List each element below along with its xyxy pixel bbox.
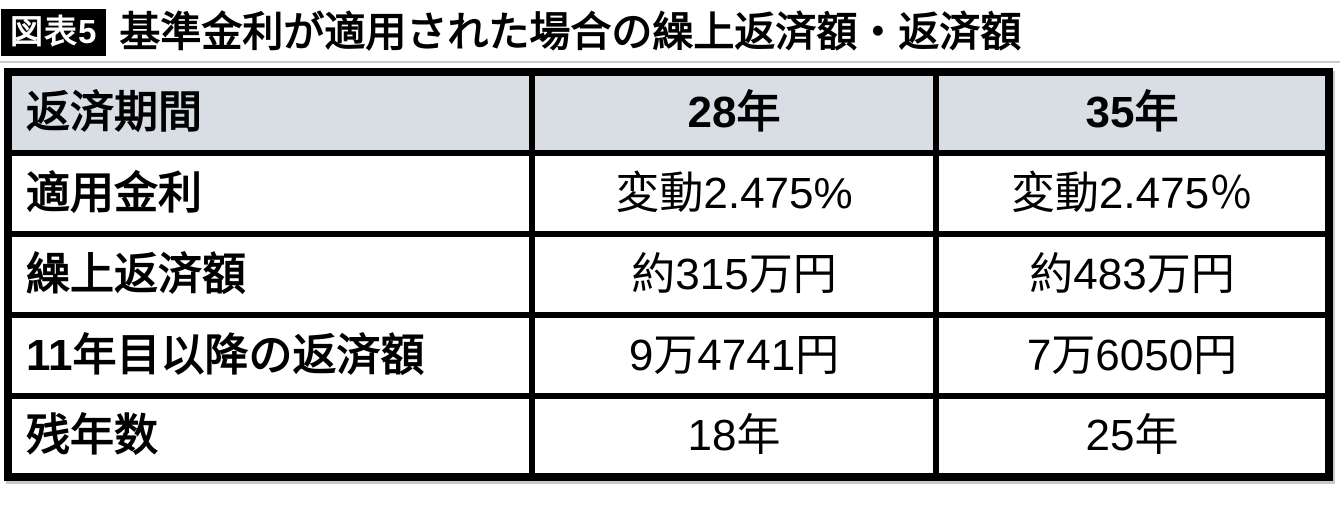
table-row-applied-rate: 適用金利 変動2.475% 変動2.475％ [5,150,1332,237]
header-repayment-period: 返済期間 [5,69,535,156]
table-row-payment-after-year11: 11年目以降の返済額 9万4741円 7万6050円 [5,312,1332,399]
row-label-applied-rate: 適用金利 [5,150,535,237]
row-label-remaining-years: 残年数 [5,393,535,480]
table-row-prepayment-amount: 繰上返済額 約315万円 約483万円 [5,231,1332,318]
figure-caption: 図表5 基準金利が適用された場合の繰上返済額・返済額 [0,0,1340,60]
value-applied-rate-35: 変動2.475％ [933,150,1332,237]
table-row-remaining-years: 残年数 18年 25年 [5,393,1332,480]
value-remaining-years-28: 18年 [529,393,939,480]
header-35-years: 35年 [933,69,1332,156]
table-header-row: 返済期間 28年 35年 [5,69,1332,156]
figure-title: 基準金利が適用された場合の繰上返済額・返済額 [119,8,1022,55]
value-applied-rate-28: 変動2.475% [529,150,939,237]
value-prepayment-amount-28: 約315万円 [529,231,939,318]
value-payment-after-year11-28: 9万4741円 [529,312,939,399]
figure-number-badge: 図表5 [1,8,107,56]
row-label-payment-after-year11: 11年目以降の返済額 [5,312,535,399]
row-label-prepayment-amount: 繰上返済額 [5,231,535,318]
value-prepayment-amount-35: 約483万円 [933,231,1332,318]
value-remaining-years-35: 25年 [933,393,1332,480]
caption-divider [0,61,1340,63]
header-28-years: 28年 [529,69,939,156]
repayment-table: 返済期間 28年 35年 適用金利 変動2.475% 変動2.475％ 繰上返済… [4,68,1333,481]
value-payment-after-year11-35: 7万6050円 [933,312,1332,399]
